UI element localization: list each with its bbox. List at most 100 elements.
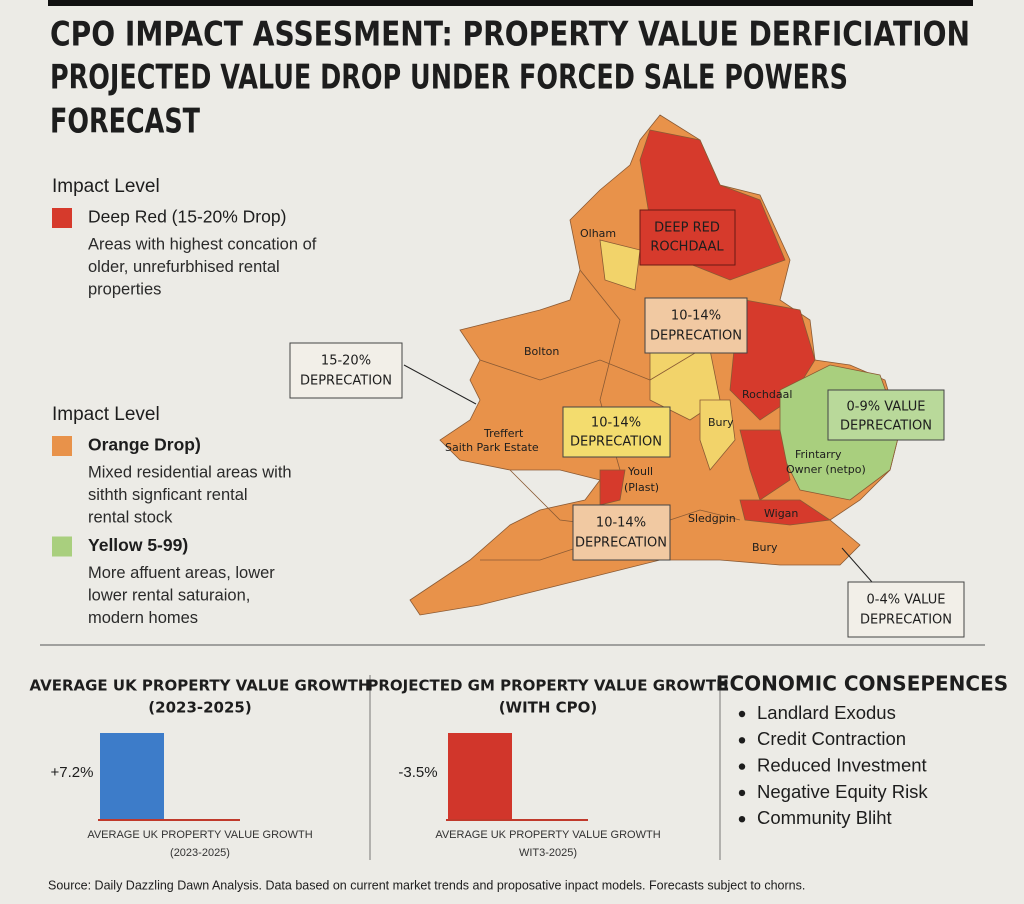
- consequence-item: Negative Equity Risk: [757, 781, 928, 802]
- place-label: Wigan: [764, 507, 798, 520]
- callout-text: 15-20%: [321, 354, 371, 369]
- callout-text: 10-14%: [596, 516, 646, 531]
- callout-text: DEPRECATION: [650, 329, 742, 344]
- bullet: [738, 789, 746, 797]
- legend-description: sithth signficant rental: [88, 486, 248, 504]
- border: [479, 349, 701, 381]
- callout: 15-20% DEPRECATION: [289, 342, 403, 399]
- place-label: (Plast): [624, 481, 659, 494]
- legend-swatch: [52, 536, 72, 557]
- place-label: Bury: [752, 541, 778, 554]
- chart-subtitle: (2023-2025): [148, 699, 251, 717]
- legend-description: rental stock: [88, 508, 173, 526]
- region-red: [599, 469, 626, 506]
- value-label: -3.5%: [398, 764, 437, 781]
- bullet: [738, 737, 746, 744]
- callout-text: 10-14%: [671, 309, 721, 324]
- legend-label: Orange Drop): [88, 435, 201, 455]
- consequence-item: Community Bliht: [757, 807, 892, 828]
- legend-description: older, unrefurbhised rental: [88, 258, 280, 276]
- place-label: Treffert: [483, 427, 524, 440]
- x-axis-label: AVERAGE UK PROPERTY VALUE GROWTH: [435, 829, 660, 841]
- consequences-title: ECONOMIC CONSEPENCES: [716, 672, 1008, 696]
- region-red: [739, 429, 791, 501]
- x-axis-label: (2023-2025): [170, 847, 230, 859]
- source-note: Source: Daily Dazzling Dawn Analysis. Da…: [48, 878, 805, 892]
- legend-label: Deep Red (15-20% Drop): [88, 207, 286, 227]
- consequences-list: Landlard Exodus Credit Contraction Reduced…: [738, 702, 928, 828]
- callout-box: [562, 406, 671, 458]
- chart-title: AVERAGE UK PROPERTY VALUE GROWTH: [30, 677, 371, 695]
- consequences: ECONOMIC CONSEPENCES Landlard Exodus Cred…: [716, 672, 1008, 829]
- top-bar: [48, 0, 973, 6]
- charts: AVERAGE UK PROPERTY VALUE GROWTH (2023-20…: [30, 677, 729, 859]
- legend-description: lower rental saturaion,: [88, 586, 250, 604]
- callout: 0-4% VALUE DEPRECATION: [847, 581, 965, 638]
- callout-text: 0-4% VALUE: [867, 593, 946, 608]
- callout: 0-9% VALUE DEPRECATION: [827, 389, 945, 441]
- bar: [100, 733, 164, 820]
- legend-heading: Impact Level: [52, 176, 160, 197]
- callout: 10-14% DEPRECATION: [572, 504, 671, 561]
- callout-arrow: [403, 364, 477, 405]
- title-line: FORECAST: [50, 102, 201, 142]
- legend-swatch: [52, 436, 72, 456]
- callout-text: ROCHDAAL: [650, 240, 724, 255]
- legend-description: More affuent areas, lower: [88, 564, 275, 582]
- place-label: Olham: [580, 227, 616, 240]
- callout-box: [827, 389, 945, 441]
- bullet: [738, 816, 746, 823]
- callout-text: 0-9% VALUE: [847, 400, 926, 415]
- legend: Impact Level Deep Red (15-20% Drop) Areas …: [52, 176, 317, 627]
- region-yellow: [699, 399, 736, 471]
- bar: [448, 733, 512, 820]
- bullet: [738, 763, 746, 770]
- place-label: Frintarry: [795, 448, 842, 461]
- region-red: [739, 499, 832, 526]
- region-yellow: [599, 239, 641, 291]
- callout-text: DEPRECATION: [300, 374, 392, 389]
- value-label: +7.2%: [51, 764, 94, 781]
- callout: DEEP RED ROCHDAAL: [639, 209, 736, 266]
- callout-box: [644, 297, 748, 354]
- legend-description: Mixed residential areas with: [88, 463, 292, 481]
- callout: 10-14% DEPRECATION: [562, 406, 671, 458]
- place-label: Youll: [627, 465, 653, 478]
- map: Olham Bolton Treffert Saith Park Estate …: [289, 114, 965, 638]
- place-label: Bury: [708, 416, 734, 429]
- callout: 10-14% DEPRECATION: [644, 297, 748, 354]
- place-label: Owner (netpo): [786, 463, 866, 476]
- callout-text: 10-14%: [591, 416, 641, 431]
- callout-text: DEPRECATION: [575, 536, 667, 551]
- callout-text: DEPRECATION: [860, 613, 952, 628]
- callout-arrow: [841, 547, 873, 583]
- x-axis-label: AVERAGE UK PROPERTY VALUE GROWTH: [87, 829, 312, 841]
- legend-description: Areas with highest concation of: [88, 235, 317, 253]
- callout-box: [639, 209, 736, 266]
- callout-text: DEPRECATION: [570, 435, 662, 450]
- legend-description: properties: [88, 280, 161, 298]
- place-label: Bolton: [524, 345, 559, 358]
- chart-subtitle: (WITH CPO): [499, 699, 598, 717]
- legend-swatch: [52, 208, 72, 228]
- title-line: CPO IMPACT ASSESMENT: PROPERTY VALUE DER…: [50, 15, 970, 55]
- callout-box: [289, 342, 403, 399]
- place-label: Rochdaal: [742, 388, 792, 401]
- consequence-item: Landlard Exodus: [757, 702, 896, 723]
- place-label: Saith Park Estate: [445, 441, 539, 454]
- place-label: Sledgpin: [688, 512, 736, 525]
- legend-heading: Impact Level: [52, 404, 160, 425]
- callout-text: DEEP RED: [654, 221, 720, 236]
- legend-label: Yellow 5-99): [88, 535, 188, 555]
- x-axis-label: WIT3-2025): [519, 847, 577, 859]
- callout-text: DEPRECATION: [840, 419, 932, 434]
- chart-title: PROJECTED GM PROPERTY VALUE GROWTH: [367, 677, 728, 695]
- consequence-item: Credit Contraction: [757, 728, 906, 749]
- title-line: PROJECTED VALUE DROP UNDER FORCED SALE P…: [50, 58, 848, 98]
- consequence-item: Reduced Investment: [757, 754, 927, 775]
- callout-box: [847, 581, 965, 638]
- legend-description: modern homes: [88, 609, 198, 627]
- callout-box: [572, 504, 671, 561]
- bullet: [738, 710, 746, 718]
